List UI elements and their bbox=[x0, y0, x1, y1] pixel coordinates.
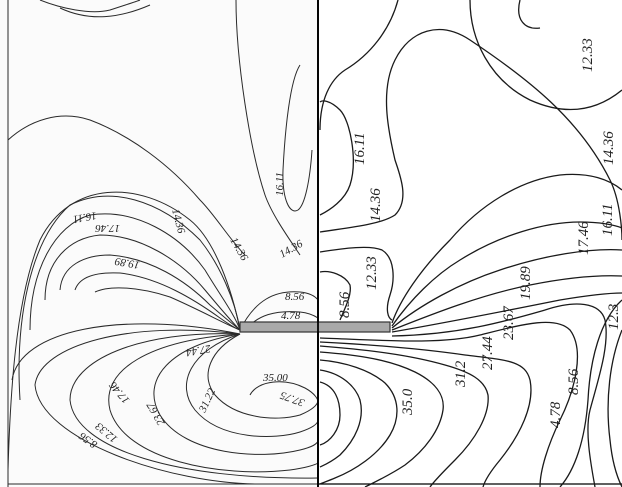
right-label-6: 8.56 bbox=[337, 291, 353, 318]
left-label-10: 27.44 bbox=[185, 342, 212, 358]
right-label-4: 14.36 bbox=[368, 188, 384, 222]
right-label-3: 14.36 bbox=[601, 131, 617, 165]
right-label-5: 12.33 bbox=[364, 256, 380, 290]
right-label-8: 16.11 bbox=[600, 203, 616, 236]
left-label-4: 16.11 bbox=[72, 209, 98, 225]
left-label-6: 17.46 bbox=[95, 222, 120, 234]
right-label-14: 8.56 bbox=[566, 368, 582, 395]
right-label-13: 35.0 bbox=[400, 388, 416, 416]
left-label-9: 4.78 bbox=[281, 310, 301, 322]
right-label-10: 23.67 bbox=[501, 305, 517, 340]
right-label-7: 17.46 bbox=[576, 221, 592, 255]
plate bbox=[239, 321, 391, 333]
right-label-12: 31.2 bbox=[453, 360, 469, 388]
right-label-1: 12.33 bbox=[580, 38, 596, 72]
right-label-16: 12.3 bbox=[606, 304, 622, 330]
right-label-2: 16.11 bbox=[352, 132, 368, 165]
right-label-11: 27.44 bbox=[480, 336, 496, 370]
right-label-15: 4.78 bbox=[548, 401, 564, 428]
right-label-9: 19.89 bbox=[518, 266, 534, 300]
left-label-1: 16.11 bbox=[274, 172, 286, 196]
right-panel: 12.33 16.11 14.36 14.36 12.33 8.56 17.46… bbox=[317, 0, 622, 487]
left-panel: 16.11 14.36 14.36 16.11 14.36 17.46 19.8… bbox=[7, 0, 319, 487]
left-label-8: 8.56 bbox=[285, 291, 305, 303]
left-label-11: 35.00 bbox=[262, 372, 288, 384]
left-label-7: 19.89 bbox=[114, 255, 141, 271]
